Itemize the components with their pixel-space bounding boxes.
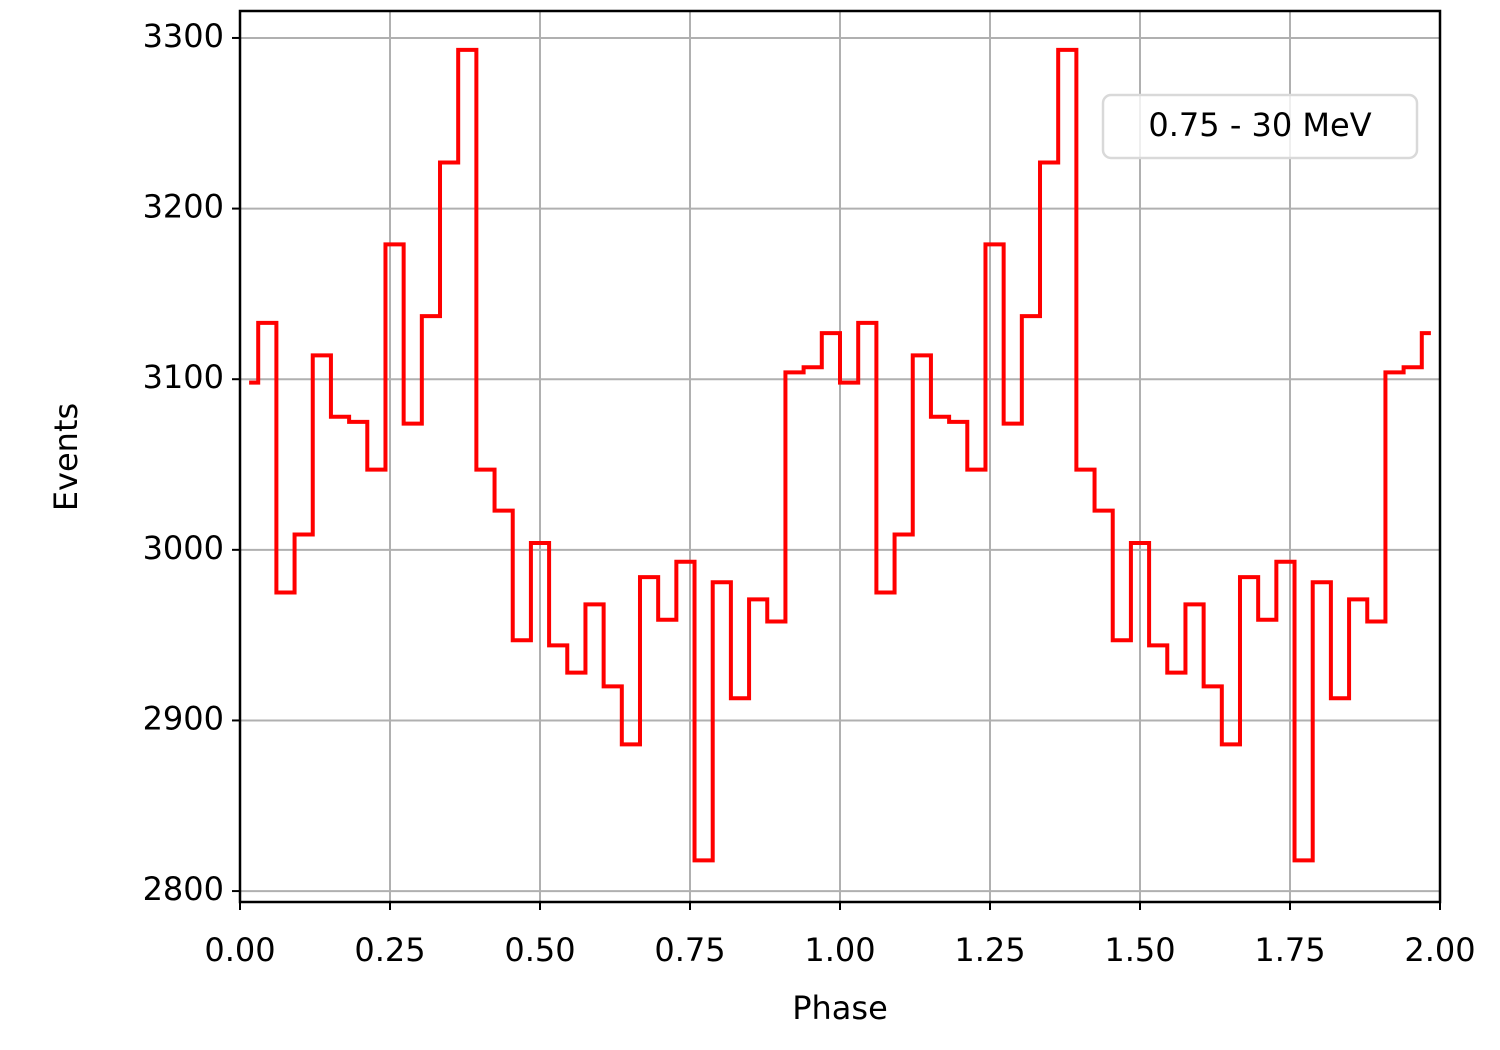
step-line — [249, 47, 1431, 863]
y-tick-label: 3200 — [143, 188, 224, 226]
x-tick-label: 1.25 — [954, 931, 1025, 969]
x-tick-label: 0.00 — [204, 931, 275, 969]
x-tick-label: 0.25 — [354, 931, 425, 969]
y-tick-label: 2800 — [143, 870, 224, 908]
y-axis-label: Events — [47, 403, 85, 511]
x-tick-label: 0.75 — [654, 931, 725, 969]
axes-frame — [238, 9, 1442, 904]
x-axis-label: Phase — [792, 989, 888, 1027]
y-tick-label: 3100 — [143, 358, 224, 396]
x-tick-label: 1.75 — [1254, 931, 1325, 969]
x-tick-label: 2.00 — [1404, 931, 1475, 969]
y-tick-label: 3000 — [143, 529, 224, 567]
annotation-box — [1101, 93, 1419, 160]
x-tick-label: 1.00 — [804, 931, 875, 969]
annotation: 0.75 - 30 MeV — [1148, 106, 1371, 144]
x-tick-label: 0.50 — [504, 931, 575, 969]
x-tick-label: 1.50 — [1104, 931, 1175, 969]
y-tick-label: 2900 — [143, 699, 224, 737]
y-tick-label: 3300 — [143, 17, 224, 55]
